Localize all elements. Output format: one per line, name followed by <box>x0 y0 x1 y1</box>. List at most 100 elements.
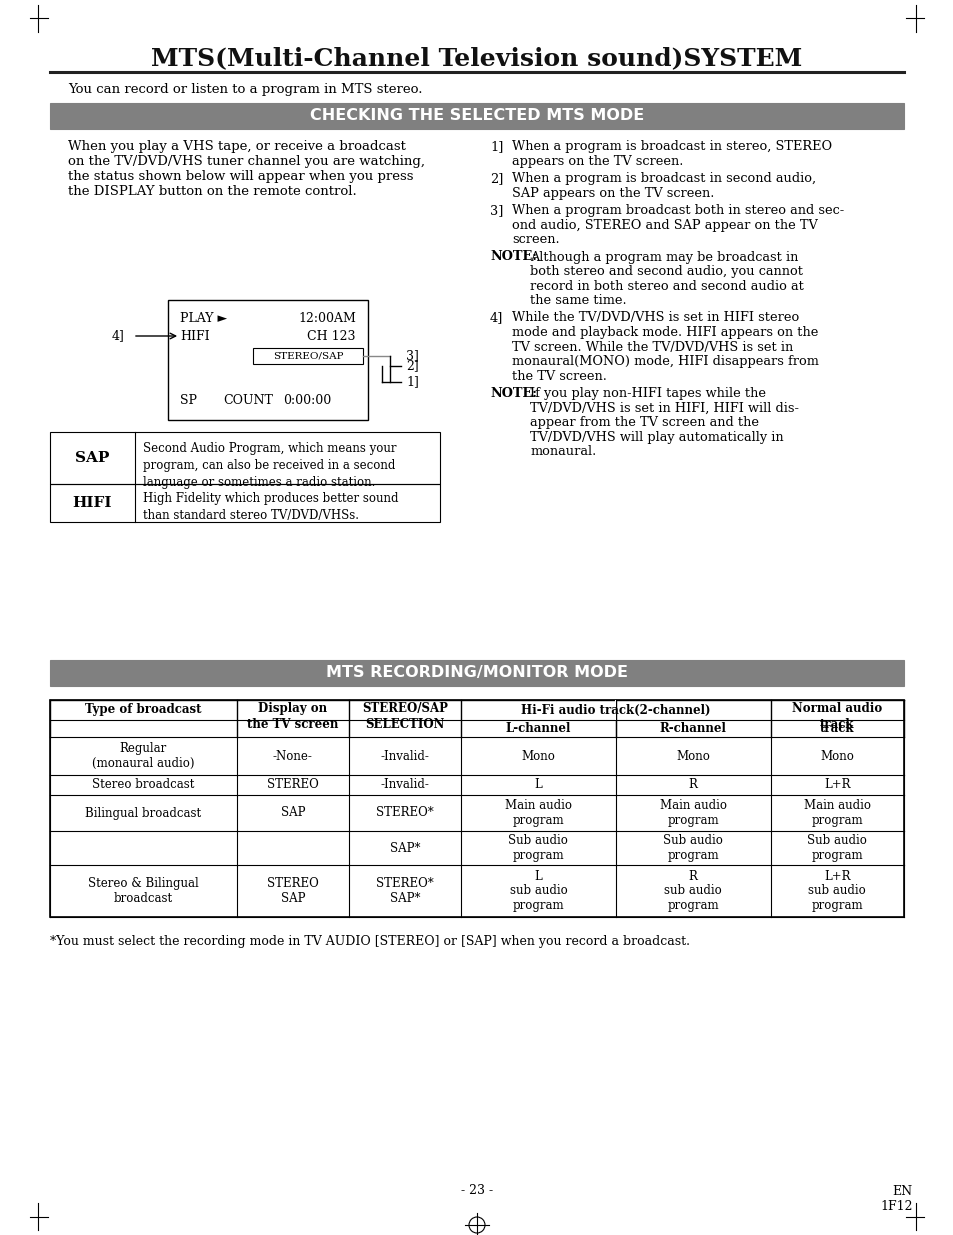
Text: Second Audio Program, which means your
program, can also be received in a second: Second Audio Program, which means your p… <box>143 442 396 489</box>
Text: 2]: 2] <box>490 172 503 185</box>
Bar <box>50 484 439 522</box>
Text: -Invalid-: -Invalid- <box>380 778 429 792</box>
Text: 3]: 3] <box>490 204 503 217</box>
Text: Main audio: Main audio <box>659 799 726 813</box>
Text: 1]: 1] <box>490 140 503 153</box>
Bar <box>50 700 903 918</box>
Text: program: program <box>811 899 862 911</box>
Text: SAP*: SAP* <box>389 841 419 855</box>
Text: L+R: L+R <box>823 869 850 883</box>
Text: program: program <box>667 848 719 862</box>
Bar <box>50 103 903 128</box>
Text: STEREO/SAP: STEREO/SAP <box>273 352 343 361</box>
Text: SAP*: SAP* <box>389 892 419 905</box>
Text: When a program is broadcast in stereo, STEREO: When a program is broadcast in stereo, S… <box>512 140 831 153</box>
Text: SAP: SAP <box>75 451 110 466</box>
Text: Hi-Fi audio track(2-channel): Hi-Fi audio track(2-channel) <box>520 704 710 716</box>
Text: When a program is broadcast in second audio,: When a program is broadcast in second au… <box>512 172 815 185</box>
Text: 3]: 3] <box>406 350 418 363</box>
Text: R: R <box>688 869 697 883</box>
Text: R-channel: R-channel <box>659 722 726 735</box>
Text: screen.: screen. <box>512 233 559 246</box>
Text: STEREO/SAP
SELECTION: STEREO/SAP SELECTION <box>361 701 447 731</box>
Text: track: track <box>820 722 854 735</box>
Text: R: R <box>688 778 697 792</box>
Text: on the TV/DVD/VHS tuner channel you are watching,: on the TV/DVD/VHS tuner channel you are … <box>68 156 424 168</box>
Text: program: program <box>512 899 563 911</box>
Bar <box>615 700 616 720</box>
Text: 1]: 1] <box>406 375 418 389</box>
Text: Mono: Mono <box>521 750 555 762</box>
Text: While the TV/DVD/VHS is set in HIFI stereo: While the TV/DVD/VHS is set in HIFI ster… <box>512 311 799 325</box>
Text: Mono: Mono <box>820 750 853 762</box>
Text: STEREO*: STEREO* <box>375 877 434 890</box>
Text: sub audio: sub audio <box>509 884 567 898</box>
Text: STEREO: STEREO <box>267 778 318 792</box>
Text: SAP: SAP <box>280 806 305 820</box>
Text: TV/DVD/VHS is set in HIFI, HIFI will dis-: TV/DVD/VHS is set in HIFI, HIFI will dis… <box>530 401 799 415</box>
Text: Main audio: Main audio <box>504 799 571 813</box>
Text: the status shown below will appear when you press: the status shown below will appear when … <box>68 170 413 183</box>
Text: -Invalid-: -Invalid- <box>380 750 429 762</box>
Text: the same time.: the same time. <box>530 294 626 308</box>
Text: 4]: 4] <box>112 330 125 342</box>
Text: program: program <box>512 848 563 862</box>
Text: SAP appears on the TV screen.: SAP appears on the TV screen. <box>512 186 714 200</box>
Bar <box>50 432 439 484</box>
Text: L: L <box>534 869 541 883</box>
Text: Sub audio: Sub audio <box>806 835 866 847</box>
Text: Stereo broadcast: Stereo broadcast <box>92 778 194 792</box>
Bar <box>50 659 903 685</box>
Text: Mono: Mono <box>676 750 709 762</box>
Text: If you play non-HIFI tapes while the: If you play non-HIFI tapes while the <box>530 387 765 400</box>
Text: MTS RECORDING/MONITOR MODE: MTS RECORDING/MONITOR MODE <box>326 666 627 680</box>
Text: record in both stereo and second audio at: record in both stereo and second audio a… <box>530 279 803 293</box>
Text: the DISPLAY button on the remote control.: the DISPLAY button on the remote control… <box>68 185 356 198</box>
Text: Regular: Regular <box>120 742 167 756</box>
Text: STEREO: STEREO <box>267 877 318 890</box>
Text: *You must select the recording mode in TV AUDIO [STEREO] or [SAP] when you recor: *You must select the recording mode in T… <box>50 935 689 948</box>
Text: Sub audio: Sub audio <box>508 835 568 847</box>
Text: Although a program may be broadcast in: Although a program may be broadcast in <box>530 251 798 263</box>
Text: CHECKING THE SELECTED MTS MODE: CHECKING THE SELECTED MTS MODE <box>310 109 643 124</box>
Text: appears on the TV screen.: appears on the TV screen. <box>512 154 682 168</box>
Text: 2]: 2] <box>406 359 418 373</box>
Text: sub audio: sub audio <box>807 884 865 898</box>
Text: TV screen. While the TV/DVD/VHS is set in: TV screen. While the TV/DVD/VHS is set i… <box>512 341 792 353</box>
Text: 4]: 4] <box>490 311 503 325</box>
Text: monaural.: monaural. <box>530 445 596 458</box>
Text: program: program <box>512 814 563 826</box>
Text: High Fidelity which produces better sound
than standard stereo TV/DVD/VHSs.: High Fidelity which produces better soun… <box>143 492 398 522</box>
Text: (monaural audio): (monaural audio) <box>92 757 194 769</box>
Text: STEREO*: STEREO* <box>375 806 434 820</box>
Text: SAP: SAP <box>280 892 305 905</box>
Text: CH 123: CH 123 <box>307 330 355 342</box>
Text: NOTE:: NOTE: <box>490 251 537 263</box>
Text: ond audio, STEREO and SAP appear on the TV: ond audio, STEREO and SAP appear on the … <box>512 219 817 231</box>
Text: HIFI: HIFI <box>72 496 112 510</box>
Text: program: program <box>667 814 719 826</box>
Text: NOTE:: NOTE: <box>490 387 537 400</box>
Text: HIFI: HIFI <box>180 330 210 342</box>
Text: - 23 -: - 23 - <box>460 1183 493 1197</box>
Text: Main audio: Main audio <box>803 799 870 813</box>
Text: monaural(MONO) mode, HIFI disappears from: monaural(MONO) mode, HIFI disappears fro… <box>512 354 818 368</box>
Text: Type of broadcast: Type of broadcast <box>85 704 201 716</box>
Text: the TV screen.: the TV screen. <box>512 369 606 383</box>
Text: EN
1F12: EN 1F12 <box>879 1186 911 1213</box>
Text: Sub audio: Sub audio <box>662 835 722 847</box>
Text: 0:00:00: 0:00:00 <box>283 394 331 406</box>
Text: Stereo & Bilingual: Stereo & Bilingual <box>88 877 198 890</box>
Text: mode and playback mode. HIFI appears on the: mode and playback mode. HIFI appears on … <box>512 326 818 338</box>
Text: You can record or listen to a program in MTS stereo.: You can record or listen to a program in… <box>68 83 422 95</box>
Text: MTS(Multi-Channel Television sound)SYSTEM: MTS(Multi-Channel Television sound)SYSTE… <box>152 46 801 70</box>
Text: L: L <box>534 778 541 792</box>
Text: SP: SP <box>180 394 196 406</box>
Text: PLAY ►: PLAY ► <box>180 311 227 325</box>
Text: Normal audio
track: Normal audio track <box>791 701 882 731</box>
Bar <box>168 300 368 420</box>
Text: 12:00AM: 12:00AM <box>297 311 355 325</box>
Text: L+R: L+R <box>823 778 850 792</box>
Bar <box>253 348 363 364</box>
Text: program: program <box>667 899 719 911</box>
